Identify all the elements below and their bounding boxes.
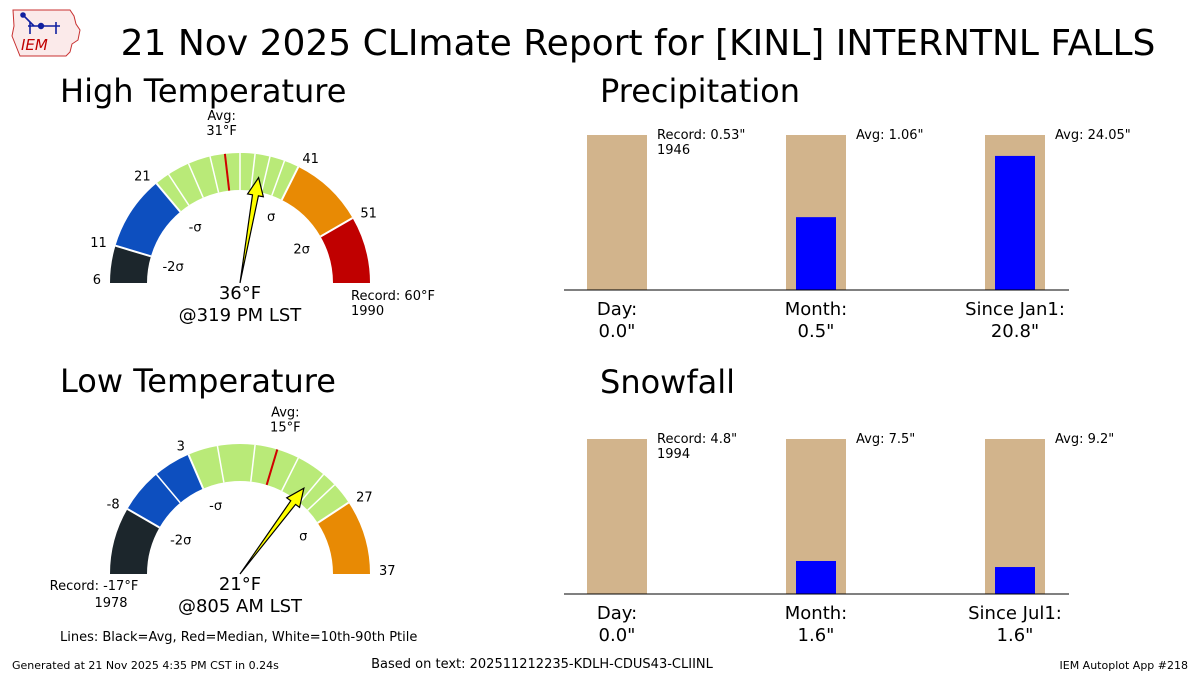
band-separator [187,454,205,490]
gauge-band [127,454,204,528]
band-separator [155,182,181,213]
tick-label: 6 [93,273,101,288]
bar-annotation: Avg: 9.2" [1055,432,1114,447]
percentile-line [216,445,225,483]
observed-value: 21°F [219,574,261,595]
median-line [223,153,231,191]
percentile-line [250,153,256,191]
percentile-line [187,163,204,198]
tick-label: 3 [177,439,185,454]
category-label: Since Jul1: [968,603,1062,624]
band-separator [126,508,160,529]
percentile-line [299,473,325,504]
legend-note: Lines: Black=Avg, Red=Median, White=10th… [60,630,417,645]
band-separator [317,501,350,524]
category-label: Day: [597,299,637,320]
source-product: Based on text: 202511212235-KDLH-CDUS43-… [371,657,714,672]
gauge-1: Low Temperature Avg: 15°F -8 3 27 37 -2σ -σ σ 21°F… [50,362,396,617]
tick-label: 27 [356,491,373,506]
gauge-title: High Temperature [60,72,346,110]
gauge-band [115,183,181,257]
sigma-label: -σ [189,220,202,235]
generated-timestamp: Generated at 21 Nov 2025 4:35 PM CST in … [12,659,279,672]
bar-panel-0: Precipitation Record: 0.53" 1946 Day:0.0" Av… [564,72,1131,342]
category-label: Month: [785,603,847,624]
value-label: 1.6" [798,625,835,646]
reference-bar [587,135,647,290]
avg-label: Avg: 31°F [206,109,237,139]
percentile-line [260,156,271,193]
iem-logo: IEM [11,9,81,57]
percentile-line [281,457,300,492]
category-label: Month: [785,299,847,320]
gauge-band [317,502,370,574]
record-year: 1978 [94,596,127,611]
bar-annotation: Avg: 7.5" [856,432,915,447]
percentile-line [167,173,190,206]
sigma-label: 2σ [293,243,310,258]
gauge-band [320,218,370,283]
tick-label: -8 [107,498,120,513]
category-label: Since Jan1: [965,299,1065,320]
value-label: 1.6" [997,625,1034,646]
sigma-label: -2σ [170,534,191,549]
observed-time: @805 AM LST [178,596,303,617]
value-bar [796,217,836,290]
reference-bar [587,439,647,594]
app-id: IEM Autoplot App #218 [1060,659,1189,672]
gauge-title: Low Temperature [60,362,336,400]
tick-label: 37 [379,564,396,579]
median-line [265,449,279,486]
sigma-label: σ [267,210,275,225]
value-bar [995,567,1035,594]
sigma-label: -2σ [162,260,183,275]
record-label: Record: 60°F 1990 [351,289,435,319]
observed-value: 36°F [219,283,261,304]
gauge-needle [239,176,265,284]
bar-annotation: Avg: 24.05" [1055,128,1131,143]
panel-title: Snowfall [600,363,735,401]
value-bar [995,155,1035,290]
tick-label: 11 [90,236,107,251]
weather-station-icon [20,12,60,34]
band-separator [115,244,152,258]
gauge-needle [239,486,305,575]
panel-title: Precipitation [600,72,800,110]
gauge-band [110,509,160,574]
value-label: 0.5" [798,321,835,342]
gauge-band [110,245,151,283]
avg-label: Avg: 15°F [270,406,301,436]
bar-annotation: Avg: 1.06" [856,128,924,143]
gauge-band [281,166,353,237]
category-label: Day: [597,603,637,624]
logo-text: IEM [21,36,48,54]
bar-annotation: Record: 4.8" 1994 [657,432,737,462]
observed-time: @319 PM LST [179,305,303,326]
percentile-line [209,156,220,193]
percentile-line [271,160,286,196]
gauge-band [188,443,349,523]
value-label: 0.0" [599,625,636,646]
tick-label: 21 [134,170,151,185]
band-separator [280,166,300,201]
percentile-line [307,484,336,511]
tick-label: 51 [360,207,377,222]
tick-label: 41 [302,152,319,167]
bar-panel-1: Snowfall Record: 4.8" 1994 Day:0.0" Avg: 7.5… [564,363,1114,646]
sigma-label: σ [299,529,307,544]
band-separator [320,217,354,238]
value-label: 20.8" [991,321,1039,342]
page-title: 21 Nov 2025 CLImate Report for [KINL] IN… [121,23,1156,64]
value-bar [796,560,836,594]
percentile-line [155,473,181,504]
sigma-label: -σ [209,499,222,514]
value-label: 0.0" [599,321,636,342]
bar-annotation: Record: 0.53" 1946 [657,128,745,158]
record-label: Record: -17°F [50,579,139,594]
percentile-line [250,444,256,482]
